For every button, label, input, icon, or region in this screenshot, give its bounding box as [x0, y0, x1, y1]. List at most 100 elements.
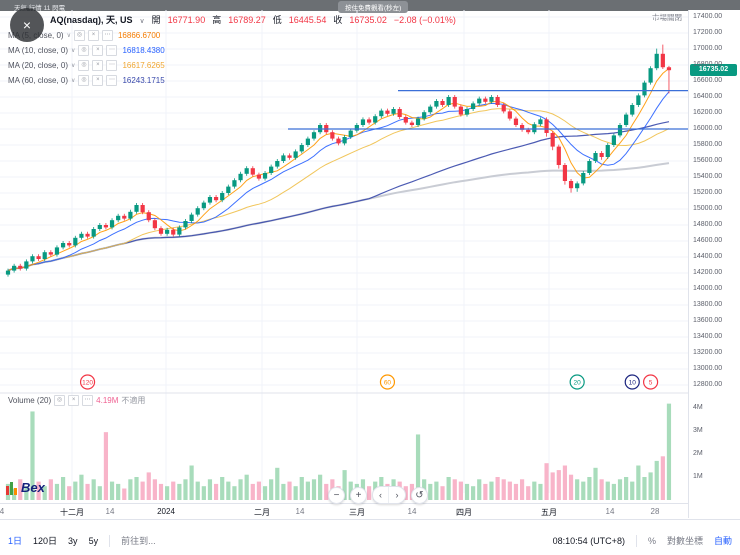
open-label: 開	[151, 15, 161, 25]
price-tick-label: 14600.00	[693, 237, 723, 244]
close-value: 16735.02	[349, 15, 387, 25]
scroll-right-button[interactable]: ›	[389, 487, 405, 503]
chevron-down-icon: ∨	[71, 63, 76, 69]
volume-na-value: 不適用	[121, 396, 146, 405]
indicator-more-icon[interactable]: ⋯	[106, 75, 118, 86]
symbol-title[interactable]: AQ(nasdaq), 天, US	[50, 15, 133, 25]
indicator-value: 16617.6265	[122, 61, 165, 70]
range-120d-button[interactable]: 120日	[33, 536, 58, 546]
time-tick-label: 4	[0, 507, 5, 516]
log-scale-button[interactable]: 對數坐標	[666, 536, 703, 546]
indicator-more-icon[interactable]: ⋯	[106, 60, 118, 71]
indicator-label: MA (10, close, 0)	[8, 46, 69, 55]
indicator-delete-icon[interactable]: ×	[92, 45, 104, 56]
time-tick-label: 2024	[157, 507, 175, 516]
chevron-down-icon: ∨	[71, 78, 76, 84]
bex-logo-text: Bex	[21, 480, 45, 495]
price-tick-label: 16600.00	[693, 77, 723, 84]
goto-date-button[interactable]: 前往到...	[121, 536, 156, 546]
time-axis[interactable]: 4 十二月 14 2024 二月 14 三月 14 四月 五月 14 28	[0, 503, 688, 519]
price-tick-label: 16000.00	[693, 125, 723, 132]
indicator-value: 16818.4380	[122, 46, 165, 55]
bex-logo: Bex	[6, 480, 45, 495]
volume-tick-label: 3M	[693, 427, 703, 434]
candlestick-chart[interactable]: 120 60 20 10 5	[0, 10, 688, 503]
status-bar-text: 天氣 行情 11 閃電	[14, 5, 66, 12]
indicator-delete-icon[interactable]: ×	[68, 395, 80, 406]
indicator-more-icon[interactable]: ⋯	[106, 45, 118, 56]
free-trial-tooltip: 按住免費觀看(秒左)	[338, 1, 409, 13]
reset-view-button[interactable]: ↺	[411, 486, 428, 504]
close-button[interactable]: ×	[10, 8, 44, 42]
volume-value: 4.19M	[96, 396, 119, 405]
price-tick-label: 13200.00	[693, 349, 723, 356]
indicator-row-ma10[interactable]: MA (10, close, 0) ∨ ◎ × ⋯ 16818.4380	[8, 45, 165, 56]
price-tick-label: 14200.00	[693, 269, 723, 276]
current-price-label: 16735.02	[690, 64, 737, 77]
indicator-label: MA (60, close, 0)	[8, 76, 69, 85]
zoom-out-button[interactable]: −	[328, 486, 345, 504]
chart-nav-controls: − + ‹ › ↺	[328, 486, 428, 504]
price-tick-label: 14000.00	[693, 285, 723, 292]
zoom-in-button[interactable]: +	[350, 486, 367, 504]
time-tick-label: 二月	[254, 508, 270, 517]
indicator-row-ma60[interactable]: MA (60, close, 0) ∨ ◎ × ⋯ 16243.1715	[8, 75, 165, 86]
time-tick-label: 三月	[349, 508, 365, 517]
price-tick-label: 13000.00	[693, 365, 723, 372]
indicator-delete-icon[interactable]: ×	[92, 75, 104, 86]
scroll-left-button[interactable]: ‹	[373, 487, 389, 503]
change-value: −2.08 (−0.01%)	[393, 15, 456, 25]
indicator-visibility-icon[interactable]: ◎	[78, 75, 90, 86]
volume-tick-label: 2M	[693, 450, 703, 457]
indicator-visibility-icon[interactable]: ◎	[73, 30, 85, 41]
time-tick-label: 14	[407, 507, 417, 516]
clock-label[interactable]: 08:10:54 (UTC+8)	[552, 535, 625, 546]
high-label: 高	[212, 15, 222, 25]
indicator-visibility-icon[interactable]: ◎	[54, 395, 66, 406]
price-tick-label: 13600.00	[693, 317, 723, 324]
indicator-visibility-icon[interactable]: ◎	[78, 60, 90, 71]
price-tick-label: 16200.00	[693, 109, 723, 116]
chart-header: AQ(nasdaq), 天, US ∨ 開 16771.90 高 16789.2…	[50, 13, 456, 26]
range-5y-button[interactable]: 5y	[88, 535, 99, 546]
bottom-toolbar: 1日 120日 3y 5y 前往到... 08:10:54 (UTC+8) % …	[0, 519, 740, 555]
range-3y-button[interactable]: 3y	[68, 535, 78, 546]
high-value: 16789.27	[228, 15, 266, 25]
price-tick-label: 17200.00	[693, 29, 723, 36]
price-axis[interactable]: 16735.02 17400.00 17200.00 17000.00 16800.0…	[688, 10, 740, 518]
indicator-more-icon[interactable]: ⋯	[101, 30, 113, 41]
range-1d-button[interactable]: 1日	[8, 536, 23, 546]
volume-indicator-header[interactable]: Volume (20) ◎ × ⋯ 4.19M 不適用	[8, 395, 145, 406]
indicator-delete-icon[interactable]: ×	[92, 60, 104, 71]
auto-scale-button[interactable]: 自動	[713, 536, 732, 546]
volume-label: Volume (20)	[8, 396, 52, 405]
open-value: 16771.90	[167, 15, 206, 25]
indicator-value: 16243.1715	[122, 76, 165, 85]
indicator-delete-icon[interactable]: ×	[87, 30, 99, 41]
svg-text:120: 120	[82, 380, 93, 387]
chevron-down-icon: ∨	[71, 48, 76, 54]
time-tick-label: 四月	[456, 508, 472, 517]
percent-scale-button[interactable]: %	[647, 535, 656, 546]
time-tick-label: 14	[605, 507, 615, 516]
svg-text:10: 10	[629, 380, 637, 387]
time-tick-label: 十二月	[60, 508, 84, 517]
toolbar-divider	[635, 534, 637, 547]
price-tick-label: 16800.00	[693, 61, 723, 68]
chevron-down-icon[interactable]: ∨	[139, 18, 145, 25]
price-tick-label: 12800.00	[693, 381, 723, 388]
indicator-visibility-icon[interactable]: ◎	[78, 45, 90, 56]
indicator-row-ma20[interactable]: MA (20, close, 0) ∨ ◎ × ⋯ 16617.6265	[8, 60, 165, 71]
indicator-more-icon[interactable]: ⋯	[82, 395, 94, 406]
price-tick-label: 14800.00	[693, 221, 723, 228]
svg-text:5: 5	[649, 380, 653, 387]
price-tick-label: 15200.00	[693, 189, 723, 196]
price-tick-label: 15800.00	[693, 141, 723, 148]
time-tick-label: 五月	[541, 508, 557, 517]
volume-tick-label: 4M	[693, 404, 703, 411]
status-bar: 天氣 行情 11 閃電 按住免費觀看(秒左)	[0, 0, 740, 13]
indicator-value: 16866.6700	[117, 31, 161, 40]
bex-logo-icon	[6, 482, 17, 495]
price-tick-label: 15400.00	[693, 173, 723, 180]
